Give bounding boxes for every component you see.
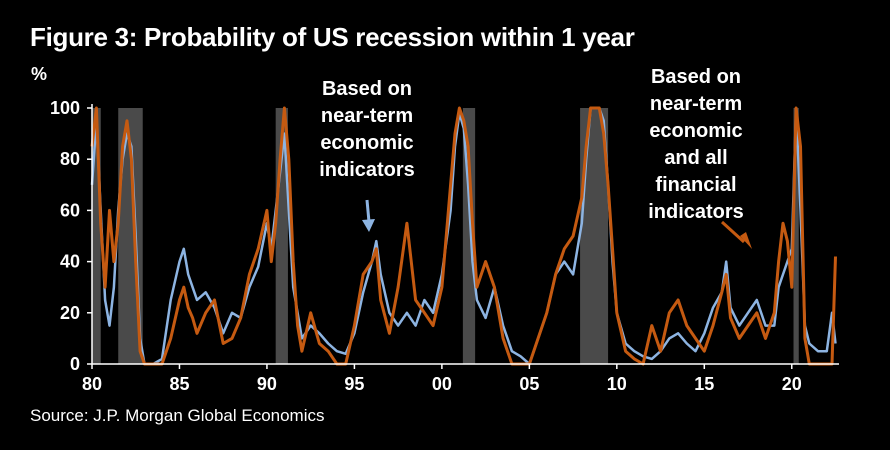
series-line-1 (90, 106, 837, 366)
annotations: Based on near-term economic indicators Based… (319, 66, 752, 249)
annotation-line: near-term (321, 105, 413, 127)
axes: 0 20 40 60 80 100 80 85 90 95 00 05 10 15 20 (50, 98, 839, 394)
annotation-arrowhead-orange (740, 232, 752, 249)
source-note: Source: J.P. Morgan Global Economics (30, 406, 325, 425)
annotation-line: economic (320, 132, 413, 154)
x-tick-label: 15 (694, 374, 714, 394)
chart-title: Figure 3: Probability of US recession wi… (30, 22, 635, 52)
x-tick-label: 05 (519, 374, 539, 394)
series-lines (90, 106, 837, 366)
x-tick-label: 00 (432, 374, 452, 394)
x-tick-label: 90 (257, 374, 277, 394)
x-tick-label: 20 (782, 374, 802, 394)
annotation-line: economic (649, 120, 742, 142)
x-tick-label: 80 (82, 374, 102, 394)
y-axis-unit-label: % (31, 64, 47, 84)
recession-bar-0 (92, 108, 101, 364)
y-tick-label: 0 (70, 354, 80, 374)
annotation-line: Based on (322, 78, 412, 100)
y-tick-label: 20 (60, 303, 80, 323)
annotation-line: indicators (319, 159, 415, 181)
recession-bar-5 (793, 108, 799, 364)
annotation-line: financial (655, 174, 736, 196)
annotation-arrow-orange (720, 220, 746, 244)
y-tick-label: 60 (60, 200, 80, 220)
annotation-line: near-term (650, 93, 742, 115)
y-tick-label: 40 (60, 252, 80, 272)
x-tick-label: 95 (344, 374, 364, 394)
annotation-arrow-blue (365, 199, 371, 223)
y-tick-label: 100 (50, 98, 80, 118)
annotation-arrowhead-blue (362, 219, 375, 232)
x-tick-label: 10 (607, 374, 627, 394)
annotation-line: Based on (651, 66, 741, 88)
annotation-line: indicators (648, 201, 744, 223)
x-tick-label: 85 (169, 374, 189, 394)
y-tick-label: 80 (60, 149, 80, 169)
annotation-line: and all (664, 147, 727, 169)
